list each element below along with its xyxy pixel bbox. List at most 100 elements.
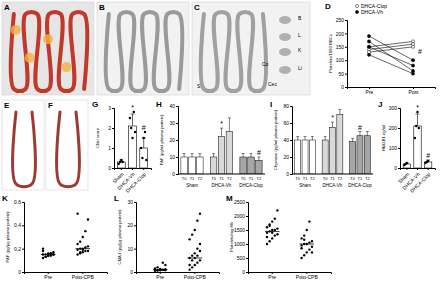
y-tick-label: 1000 <box>234 241 245 247</box>
y-tick: 0 <box>172 171 178 177</box>
y-tick-mark <box>290 106 292 107</box>
y-tick-mark <box>345 33 347 34</box>
fluorescence-spot <box>11 25 21 35</box>
organ-label: L <box>298 32 301 38</box>
y-axis-title: Platelets/1000 RBCs <box>328 34 333 73</box>
point <box>276 209 278 211</box>
point <box>87 245 89 247</box>
chart: L0102030CMA1 (pg/µg plasma protein)PrePo… <box>114 194 220 280</box>
point <box>268 225 270 227</box>
point <box>266 236 268 238</box>
group-label: DHCA-Vh <box>212 183 232 188</box>
organ-label: Co <box>262 61 269 67</box>
annotation: # <box>426 152 430 159</box>
x-axis: PrePost <box>348 87 436 95</box>
y-tick-mark <box>345 87 347 88</box>
y-tick: 20 <box>169 137 178 143</box>
error-stem <box>297 137 298 140</box>
panel-label: I <box>270 100 272 109</box>
y-tick: 0 <box>108 165 114 171</box>
y-tick-mark <box>134 272 136 273</box>
figure: ABCSBLKLiCoCecEFD050100150200250Platelet… <box>0 0 440 284</box>
subject-line <box>369 44 413 49</box>
y-tick-label: 10 <box>169 154 175 160</box>
bar <box>322 140 328 174</box>
annotation: * <box>220 120 223 127</box>
annotations: *# <box>131 104 146 131</box>
y-axis-line <box>398 109 401 169</box>
error-cap <box>304 136 307 137</box>
figure-svg: ABCSBLKLiCoCecEFD050100150200250Platelet… <box>0 0 440 284</box>
error-cap <box>358 131 361 132</box>
chart: K00.20.40.6PAF (pg/µg plasma protein)Pre… <box>2 194 108 280</box>
error-stem <box>143 138 144 148</box>
point <box>415 125 417 127</box>
subject-line <box>369 55 413 74</box>
y-tick-mark <box>112 128 114 129</box>
intestine-shape <box>11 12 88 91</box>
bar <box>337 115 343 175</box>
x-axis: ShamDHCA-VhDHCA-Clop <box>111 168 151 194</box>
point <box>303 243 305 245</box>
fluorescence-spot <box>61 62 71 72</box>
point <box>159 268 161 270</box>
chart: M05001000150020002500Platelets/mg HbPreP… <box>226 194 332 280</box>
error-cap <box>142 138 146 139</box>
point <box>411 64 414 67</box>
x-tick-label: Post-CPB <box>296 274 319 280</box>
annotation: # <box>142 124 146 131</box>
point <box>119 161 121 163</box>
point <box>144 131 146 133</box>
x-tick-label: T1 <box>190 176 195 181</box>
marks <box>367 34 414 75</box>
point <box>87 250 89 252</box>
y-tick-label: 30 <box>127 199 133 205</box>
error-stem <box>332 122 333 127</box>
legend: DHCA-ClopDHCA-Vh <box>355 3 387 15</box>
y-tick: 3 <box>108 105 114 111</box>
x-tick-label: T0 <box>295 176 300 181</box>
image-panel: E <box>2 100 44 190</box>
organ-shape <box>279 48 291 56</box>
y-tick-mark <box>176 106 178 107</box>
x-axis: ShamDHCA-VhDHCA-Clop <box>397 168 436 194</box>
bar <box>309 140 315 174</box>
x-tick: Pre <box>268 272 276 280</box>
organ-shape <box>279 33 291 41</box>
point <box>196 247 198 249</box>
point <box>188 268 190 270</box>
y-tick: 250 <box>336 17 347 23</box>
point <box>141 157 143 159</box>
y-axis-title: HMGB1 ng/ml <box>381 125 386 151</box>
annotation: * <box>331 114 334 121</box>
y-tick: 0 <box>341 84 347 90</box>
error-stem <box>184 154 185 157</box>
point <box>164 264 166 266</box>
chart: H010203040PAF (pg/ml plasma protein)*#T0… <box>156 100 265 188</box>
bar <box>329 127 335 174</box>
marks <box>295 109 371 174</box>
y-tick: 100 <box>336 57 347 63</box>
organ-label: Cec <box>268 81 277 87</box>
point <box>268 240 270 242</box>
y-tick-label: 100 <box>336 57 345 63</box>
subject-line <box>369 41 413 70</box>
point <box>194 257 196 259</box>
error-cap <box>351 138 354 139</box>
y-tick-label: 150 <box>336 44 345 50</box>
y-tick-label: 40 <box>169 103 175 109</box>
point <box>196 254 198 256</box>
error-cap <box>366 131 369 132</box>
y-tick: 0.4 <box>14 222 24 228</box>
y-tick: 30 <box>169 120 178 126</box>
bar <box>226 132 232 175</box>
organ-shape <box>279 66 291 74</box>
point <box>306 251 308 253</box>
error-stem <box>258 157 259 160</box>
point <box>140 147 142 149</box>
chart: J0100200300HMGB1 ng/ml*#ShamDHCA-VhDHCA-… <box>378 100 436 194</box>
legend-marker <box>355 4 358 7</box>
panel-label: G <box>92 100 98 109</box>
panel-label: L <box>114 194 119 203</box>
x-tick-label: Pre <box>44 274 52 280</box>
